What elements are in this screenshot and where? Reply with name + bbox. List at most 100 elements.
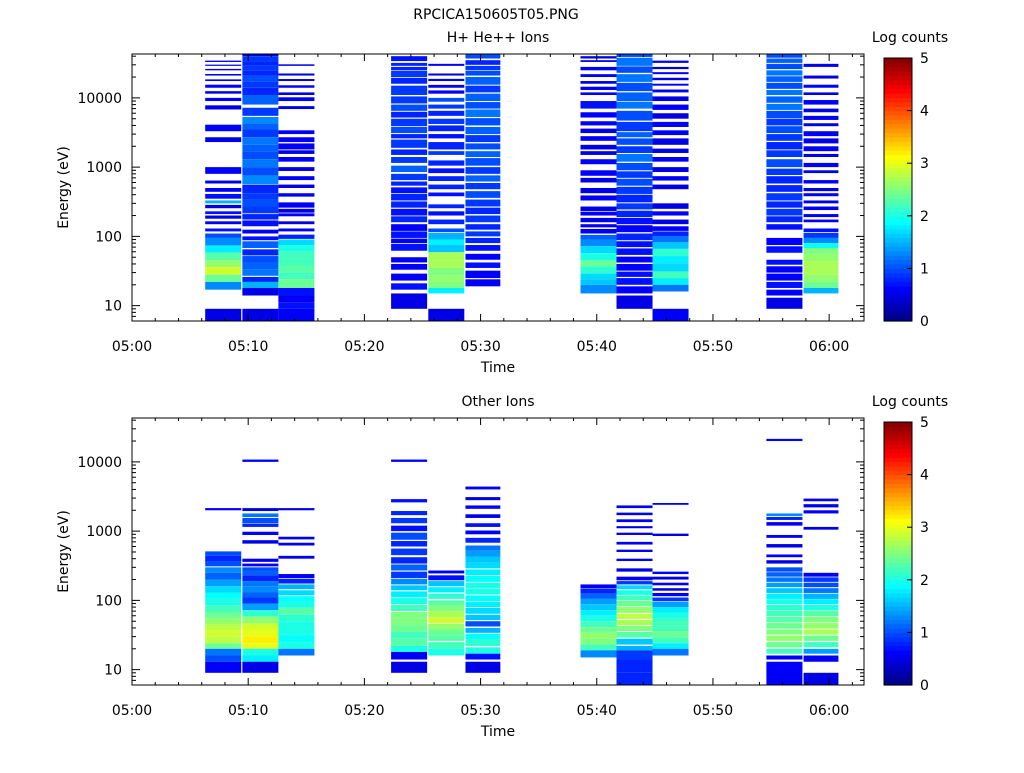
heatmap-cell (428, 308, 465, 321)
colorbar-gradient-step (884, 277, 912, 283)
heatmap-cell (278, 85, 315, 88)
heatmap-cell (278, 574, 315, 579)
heatmap-cell (652, 612, 689, 619)
heatmap-cell (803, 162, 839, 168)
heatmap-cell (616, 66, 653, 73)
heatmap-cell (278, 265, 315, 273)
heatmap-cell (278, 64, 315, 66)
heatmap-cell (278, 302, 315, 309)
heatmap-cell (465, 135, 501, 143)
heatmap-cell (242, 206, 279, 214)
heatmap-cell (391, 283, 428, 290)
heatmap-cell (803, 642, 839, 648)
heatmap-cell (803, 138, 839, 144)
colorbar-gradient-step (884, 189, 912, 195)
heatmap-cell (766, 516, 803, 520)
heatmap-cell (652, 242, 689, 249)
colorbar-frame (883, 57, 913, 322)
heatmap-cell (391, 104, 428, 111)
colorbar-gradient-step (884, 268, 912, 274)
heatmap-cell (205, 204, 242, 209)
heatmap-cell (803, 123, 839, 127)
colorbar-gradient-step (884, 101, 912, 107)
heatmap-cell (803, 623, 839, 629)
colorbar-gradient-step (884, 623, 912, 629)
heatmap-cell (652, 618, 689, 626)
colorbar-gradient-step (884, 496, 912, 502)
heatmap-cell (580, 81, 617, 84)
heatmap-cell (652, 607, 689, 613)
heatmap-cell (391, 645, 428, 652)
heatmap-cell (652, 226, 689, 231)
colorbar-gradient-step (884, 566, 912, 572)
heatmap-cell (803, 84, 839, 88)
heatmap-cell (652, 278, 689, 285)
colorbar-frame (883, 421, 913, 686)
heatmap-cell (391, 187, 428, 194)
colorbar-gradient-step (884, 663, 912, 669)
heatmap-cell (580, 638, 617, 645)
heatmap-cell (428, 110, 465, 116)
heatmap-cell (616, 581, 653, 585)
heatmap-cell (803, 599, 839, 605)
colorbar-gradient-step (884, 518, 912, 524)
colorbar-gradient-step (884, 316, 912, 322)
heatmap-cell (278, 208, 315, 213)
heatmap-cell (616, 256, 653, 263)
heatmap-cell (652, 648, 689, 656)
heatmap-cell (766, 655, 803, 660)
heatmap-cell (766, 150, 803, 157)
heatmap-cell (242, 269, 279, 276)
heatmap-cell (803, 593, 839, 599)
heatmap-cell (465, 175, 501, 182)
x-axis-label: Time (480, 360, 515, 376)
heatmap-cell (391, 85, 428, 96)
panel-title: H+ He++ Ions (447, 30, 550, 46)
heatmap-cell (616, 519, 653, 523)
heatmap-cell (205, 555, 242, 562)
heatmap-cell (428, 78, 465, 82)
heatmap-cell (465, 514, 501, 518)
heatmap-cell (465, 102, 501, 109)
heatmap-cell (465, 126, 501, 135)
heatmap-cell (205, 274, 242, 282)
colorbar-gradient-step (884, 242, 912, 248)
x-tick-label: 06:00 (809, 339, 849, 355)
heatmap-cell (652, 576, 689, 580)
heatmap-cell (242, 287, 279, 296)
heatmap-cell (428, 160, 465, 166)
heatmap-cell (242, 459, 279, 462)
heatmap-cell (242, 517, 279, 524)
heatmap-cell (242, 256, 279, 263)
heatmap-cell (205, 237, 242, 246)
heatmap-cell (278, 73, 315, 76)
heatmap-cell (242, 159, 279, 168)
colorbar-gradient-step (884, 79, 912, 85)
heatmap-cell (242, 107, 279, 116)
heatmap-cell (766, 266, 803, 273)
heatmap-cell (766, 623, 803, 629)
heatmap-cell (616, 295, 653, 309)
heatmap-cell (205, 233, 242, 238)
heatmap-cell (766, 273, 803, 281)
colorbar-gradient-step (884, 443, 912, 449)
heatmap-cell (465, 151, 501, 158)
heatmap-cell (652, 248, 689, 257)
heatmap-cell (205, 91, 242, 94)
heatmap-cell (465, 191, 501, 198)
y-axis-label: Energy (eV) (56, 146, 72, 229)
heatmap-cell (580, 610, 617, 616)
heatmap-cell (616, 248, 653, 255)
heatmap-cell (803, 648, 839, 654)
heatmap-cell (766, 544, 803, 548)
heatmap-cell (766, 142, 803, 150)
colorbar-gradient-step (884, 492, 912, 498)
x-tick-label: 05:50 (693, 703, 733, 719)
heatmap-cell (652, 263, 689, 272)
colorbar-gradient-step (884, 641, 912, 647)
heatmap-cell (278, 258, 315, 266)
heatmap-cell (205, 64, 242, 66)
heatmap-cell (766, 224, 803, 230)
heatmap-cell (391, 66, 428, 71)
colorbar-gradient-step (884, 272, 912, 278)
